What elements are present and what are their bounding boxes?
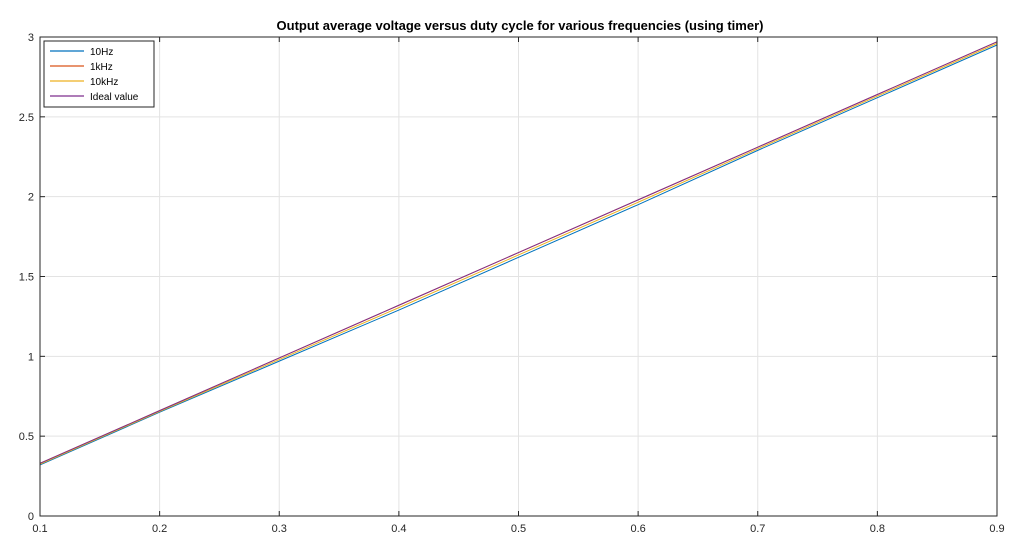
legend-entry: 10kHz xyxy=(90,77,118,88)
x-tick-label: 0.1 xyxy=(32,523,47,535)
x-tick-label: 0.5 xyxy=(511,523,526,535)
x-tick-label: 0.9 xyxy=(989,523,1004,535)
legend-entry: 10Hz xyxy=(90,47,113,58)
x-tick-label: 0.6 xyxy=(630,523,645,535)
y-tick-label: 2.5 xyxy=(19,112,34,124)
x-tick-label: 0.3 xyxy=(272,523,287,535)
legend: 10Hz 1kHz 10kHz Ideal value xyxy=(43,40,155,108)
series-line-10hz xyxy=(39,44,998,466)
y-tick-label: 0 xyxy=(28,511,34,523)
legend-box xyxy=(43,40,155,108)
x-tick-label: 0.7 xyxy=(750,523,765,535)
chart-title: Output average voltage versus duty cycle… xyxy=(276,18,764,33)
series-lines xyxy=(39,41,998,466)
y-tick-label: 1 xyxy=(28,351,34,363)
y-tick-label: 2 xyxy=(28,192,34,204)
y-tick-label: 0.5 xyxy=(19,431,34,443)
x-tick-label: 0.2 xyxy=(152,523,167,535)
tick-labels: 0.1 0.2 0.3 0.4 0.5 0.6 0.7 0.8 0.9 0 0.5 1 1.5 2 2.5 3 xyxy=(19,32,1005,535)
axes xyxy=(39,36,998,517)
legend-entry: Ideal value xyxy=(90,92,139,103)
x-tick-label: 0.4 xyxy=(391,523,406,535)
series-line-ideal-value xyxy=(39,41,998,464)
legend-entry: 1kHz xyxy=(90,62,113,73)
y-tick-label: 3 xyxy=(28,32,34,44)
axes-box xyxy=(39,36,998,517)
x-tick-label: 0.8 xyxy=(870,523,885,535)
y-tick-label: 1.5 xyxy=(19,272,34,284)
series-line-10khz xyxy=(39,42,998,465)
